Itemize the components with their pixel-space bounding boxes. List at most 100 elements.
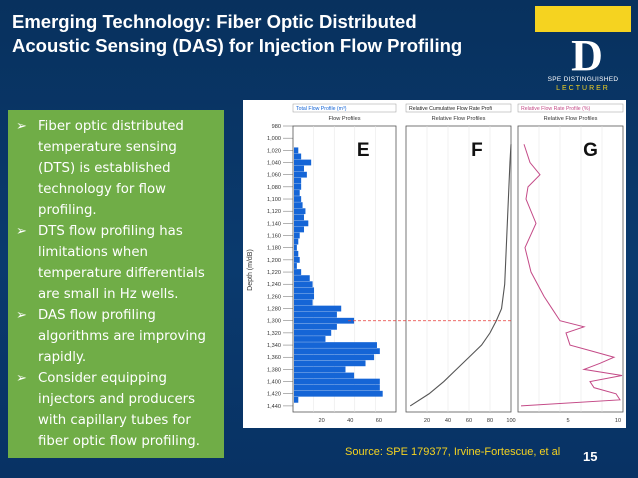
spe-distinguished-lecturer-logo: D SPE DISTINGUISHED LECTURER: [533, 0, 638, 100]
panel-letter: E: [357, 140, 370, 161]
arrow-bullet-icon: ➢: [16, 371, 27, 386]
bullet-panel: ➢ Fiber optic distributed temperature sen…: [8, 110, 224, 458]
bullet-text: Consider equipping injectors and produce…: [38, 371, 200, 449]
panel-frame: [517, 125, 624, 413]
flow-bar: [294, 305, 342, 312]
flow-bar: [294, 311, 337, 318]
logo-yellow-bar: [535, 6, 631, 32]
flow-bar: [294, 238, 299, 245]
depth-tick-label: 980: [272, 124, 281, 130]
f-x-tick-label: 40: [445, 418, 451, 424]
f-x-tick-label: 60: [466, 418, 472, 424]
flow-bar: [294, 360, 366, 367]
flow-bar: [294, 202, 303, 209]
depth-tick-label: 1,180: [267, 246, 281, 252]
depth-tick-label: 1,220: [267, 270, 281, 276]
flow-bar: [294, 226, 305, 233]
flow-bar: [294, 317, 355, 324]
f-x-tick-label: 100: [506, 418, 515, 424]
depth-tick-label: 1,380: [267, 367, 281, 373]
panel-letter: G: [583, 140, 598, 161]
depth-tick-label: 1,420: [267, 392, 281, 398]
flow-bar: [294, 244, 297, 251]
flow-bar: [294, 287, 315, 294]
source-citation[interactable]: Source: SPE 179377, Irvine-Fortescue, et…: [345, 446, 561, 458]
arrow-bullet-icon: ➢: [16, 119, 27, 134]
f-x-tick-label: 80: [487, 418, 493, 424]
depth-tick-label: 1,000: [267, 136, 281, 142]
bullet-text: Fiber optic distributed temperature sens…: [38, 119, 184, 218]
depth-tick-label: 1,340: [267, 343, 281, 349]
flow-bar: [294, 348, 380, 355]
panel-header-title: Relative Cumulative Flow Rate Profi: [409, 106, 492, 112]
panel-header-box: [292, 103, 397, 113]
panel-header-box: [517, 103, 624, 113]
arrow-bullet-icon: ➢: [16, 308, 27, 323]
flow-bar: [294, 214, 305, 221]
panel-frame: [292, 125, 397, 413]
bullet-item-3: ➢ DAS flow profiling algorithms are impro…: [16, 305, 218, 368]
depth-tick-label: 1,040: [267, 161, 281, 167]
depth-tick-label: 1,020: [267, 148, 281, 154]
flow-bar: [294, 177, 302, 184]
depth-tick-label: 1,200: [267, 258, 281, 264]
flow-bar: [294, 342, 377, 348]
arrow-bullet-icon: ➢: [16, 224, 27, 239]
flow-bar: [294, 329, 332, 336]
cumulative-flow-line: [409, 144, 512, 407]
f-x-tick-label: 20: [424, 418, 430, 424]
flow-bar: [294, 208, 306, 215]
e-x-tick-label: 60: [376, 418, 382, 424]
depth-tick-label: 1,140: [267, 221, 281, 227]
depth-tick-label: 1,280: [267, 307, 281, 313]
panel-subheader: Relative Flow Profiles: [432, 116, 486, 122]
flow-bar: [294, 293, 315, 300]
depth-tick-label: 1,260: [267, 294, 281, 300]
depth-tick-label: 1,160: [267, 234, 281, 240]
depth-tick-label: 1,060: [267, 173, 281, 179]
flow-bar: [294, 232, 300, 239]
flow-bar: [294, 378, 380, 385]
flow-bar: [294, 384, 380, 391]
bullet-item-2: ➢ DTS flow profiling has limitations when…: [16, 221, 218, 305]
flow-bar: [294, 336, 326, 342]
depth-tick-label: 1,080: [267, 185, 281, 191]
depth-tick-label: 1,440: [267, 404, 281, 410]
flow-bar: [294, 153, 302, 160]
panel-subheader: Relative Flow Profiles: [544, 116, 598, 122]
title-line-1: Emerging Technology: Fiber Optic Distrib…: [12, 11, 417, 32]
flow-bar: [294, 275, 310, 282]
flow-bar: [294, 256, 300, 263]
flow-bar: [294, 269, 302, 275]
flow-bar: [294, 281, 313, 288]
depth-tick-label: 1,360: [267, 355, 281, 361]
flow-profile-figure: Depth (m/dB) 980 1,000 1,020 1,040 1,060 1,080…: [243, 100, 626, 428]
flow-bar: [294, 390, 383, 397]
slide-title: Emerging Technology: Fiber Optic Distrib…: [12, 10, 532, 58]
panel-header-title: Relative Flow Rate Profile (%): [521, 106, 590, 112]
panel-frame: [405, 125, 512, 413]
depth-axis-label: Depth (m/dB): [247, 249, 254, 291]
flow-bar: [294, 183, 302, 190]
title-line-2: Acoustic Sensing (DAS) for Injection Flo…: [12, 35, 463, 56]
e-x-tick-label: 20: [318, 418, 324, 424]
logo-line-1: SPE DISTINGUISHED: [547, 76, 619, 83]
flow-bar: [294, 250, 299, 257]
flow-bar: [294, 372, 355, 379]
flow-bar: [294, 171, 307, 178]
flow-bar: [294, 354, 375, 361]
logo-letter: D: [571, 31, 603, 80]
flow-bar: [294, 196, 302, 202]
flow-bar: [294, 263, 297, 269]
flow-bar: [294, 159, 312, 166]
depth-tick-label: 1,400: [267, 380, 281, 386]
depth-tick-label: 1,240: [267, 282, 281, 288]
flow-bar: [294, 147, 299, 154]
flow-bar: [294, 323, 337, 330]
flow-bar: [294, 190, 300, 196]
panel-header-title: Total Flow Profile (m³): [296, 106, 347, 112]
flow-bar: [294, 366, 346, 373]
flow-profile-chart: Depth (m/dB) 980 1,000 1,020 1,040 1,060 1,080…: [247, 103, 624, 424]
depth-tick-label: 1,320: [267, 331, 281, 337]
bullet-text: DTS flow profiling has limitations when …: [38, 224, 205, 302]
